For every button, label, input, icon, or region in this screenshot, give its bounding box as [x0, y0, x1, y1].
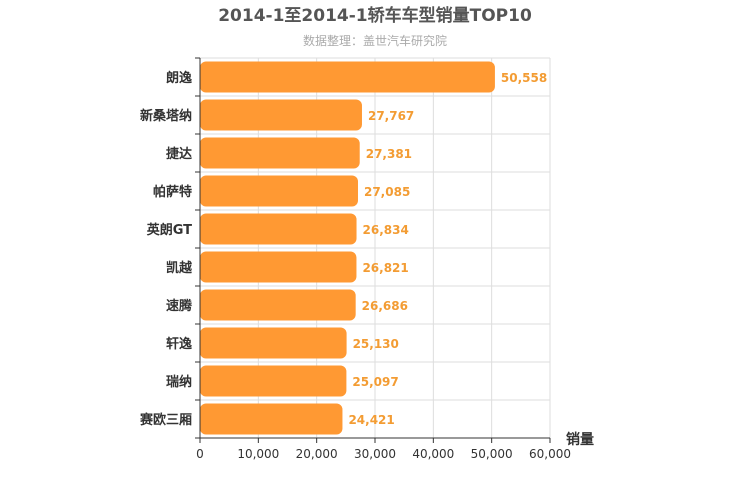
category-label: 轩逸 — [166, 336, 192, 352]
category-label: 瑞纳 — [166, 374, 192, 390]
bar — [200, 175, 358, 207]
bars-group — [200, 61, 495, 435]
x-tick-label: 40,000 — [412, 447, 454, 461]
x-tick-label: 10,000 — [237, 447, 279, 461]
value-label: 26,821 — [362, 261, 408, 275]
x-tick-label: 60,000 — [529, 447, 571, 461]
bar — [200, 251, 357, 283]
chart-title: 2014-1至2014-1轿车车型销量TOP10 — [218, 5, 532, 26]
x-tick-label: 20,000 — [296, 447, 338, 461]
bar — [200, 137, 360, 169]
value-label: 26,834 — [363, 223, 409, 237]
x-tick-label: 50,000 — [471, 447, 513, 461]
x-axis-ticks: 0 10,000 20,000 30,000 40,000 50,000 60,000 — [196, 438, 571, 461]
bar — [200, 403, 343, 435]
bar — [200, 61, 495, 93]
bar — [200, 289, 356, 321]
x-tick-label: 30,000 — [354, 447, 396, 461]
chart-subtitle: 数据整理：盖世汽车研究院 — [303, 33, 447, 48]
value-label: 27,381 — [366, 147, 412, 161]
value-label: 25,130 — [353, 337, 399, 351]
value-label: 26,686 — [362, 299, 408, 313]
bar — [200, 99, 362, 131]
category-label: 新桑塔纳 — [140, 108, 192, 124]
category-label: 朗逸 — [166, 70, 192, 86]
x-axis-label: 销量 — [566, 431, 594, 448]
value-label: 27,767 — [368, 109, 414, 123]
category-label: 速腾 — [166, 298, 193, 314]
category-label: 捷达 — [166, 146, 192, 162]
value-label: 27,085 — [364, 185, 410, 199]
value-labels: 50,558 27,767 27,381 27,085 26,834 26,821 26,6… — [348, 71, 547, 427]
bar — [200, 213, 357, 245]
bar — [200, 327, 347, 359]
category-label: 英朗GT — [146, 222, 192, 238]
category-label: 凯越 — [166, 260, 193, 276]
value-label: 50,558 — [501, 71, 547, 85]
bar — [200, 365, 347, 397]
value-label: 24,421 — [348, 413, 394, 427]
x-tick-label: 0 — [196, 447, 204, 461]
category-label: 帕萨特 — [153, 184, 192, 200]
value-label: 25,097 — [352, 375, 398, 389]
category-label: 赛欧三厢 — [139, 412, 192, 428]
